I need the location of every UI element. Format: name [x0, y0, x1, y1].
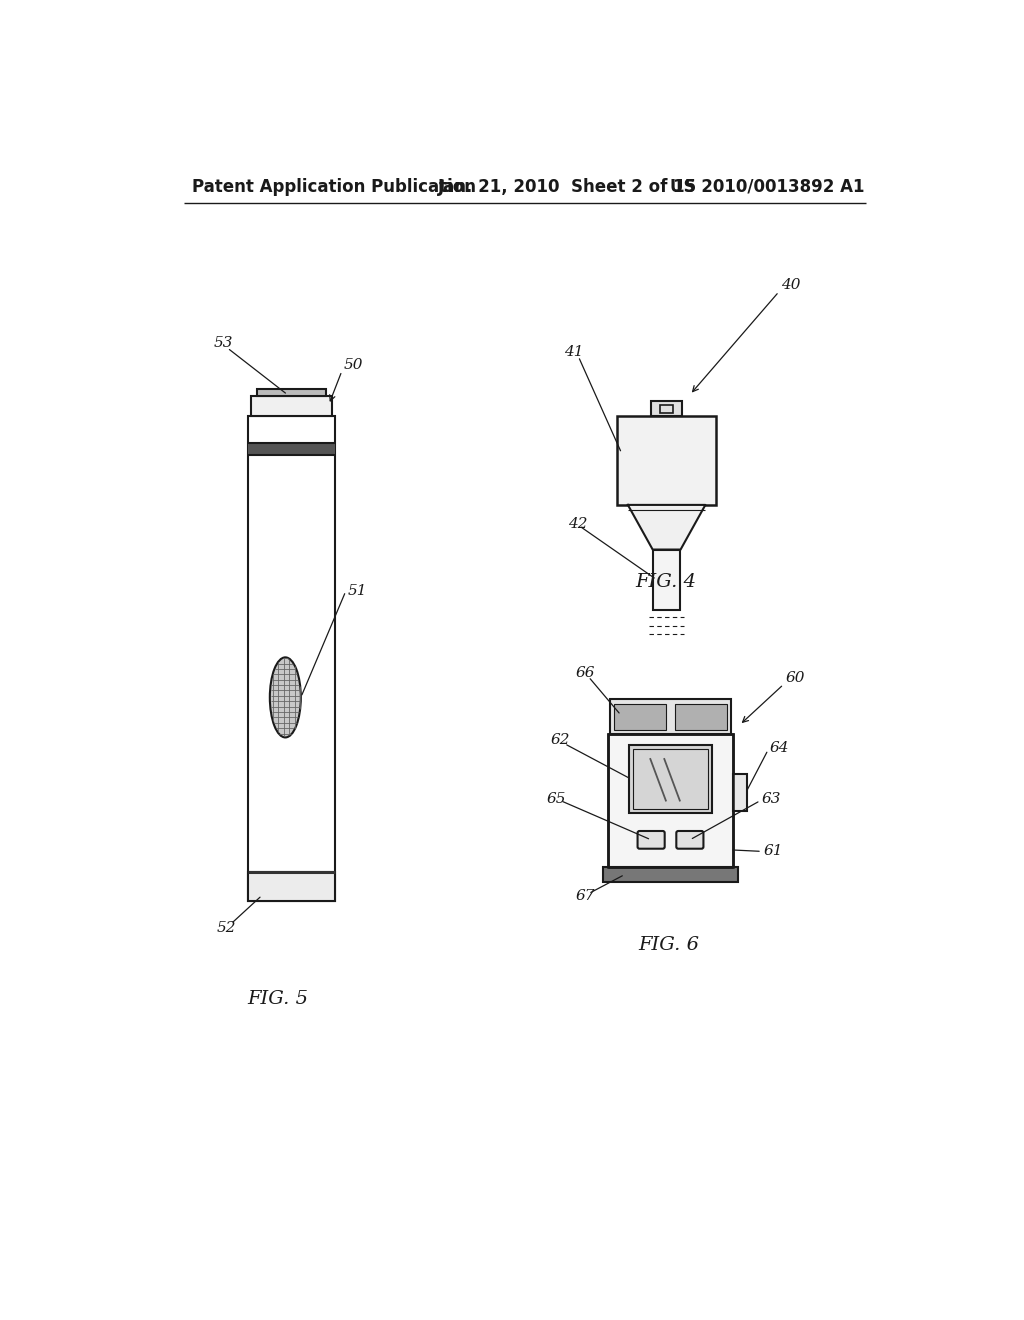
Polygon shape	[628, 506, 706, 549]
Text: FIG. 6: FIG. 6	[638, 936, 699, 954]
Bar	[251, 396, 332, 416]
Text: 42: 42	[568, 517, 588, 531]
Bar	[617, 416, 716, 506]
Bar	[257, 388, 326, 396]
Bar	[607, 734, 733, 867]
Bar	[607, 734, 733, 867]
Bar	[629, 744, 713, 813]
Text: US 2010/0013892 A1: US 2010/0013892 A1	[671, 178, 865, 195]
Bar	[248, 416, 335, 902]
Bar	[248, 442, 335, 455]
Bar	[653, 549, 680, 610]
Bar	[248, 416, 335, 902]
Bar	[610, 700, 731, 734]
Text: 63: 63	[762, 792, 781, 807]
FancyBboxPatch shape	[676, 832, 703, 849]
Text: Jan. 21, 2010  Sheet 2 of 15: Jan. 21, 2010 Sheet 2 of 15	[438, 178, 697, 195]
Text: 67: 67	[575, 890, 595, 903]
Text: 64: 64	[770, 742, 790, 755]
Text: FIG. 5: FIG. 5	[247, 990, 308, 1008]
Bar	[651, 401, 682, 416]
Bar	[614, 704, 666, 730]
Bar	[617, 416, 716, 506]
Bar	[610, 700, 731, 734]
Bar	[607, 734, 733, 867]
Bar	[733, 775, 748, 812]
Bar	[651, 401, 682, 416]
Bar	[603, 867, 738, 882]
Bar	[633, 748, 709, 809]
FancyBboxPatch shape	[638, 832, 665, 849]
Text: 62: 62	[550, 733, 570, 747]
Bar	[603, 867, 738, 882]
Bar	[614, 704, 666, 730]
Text: 52: 52	[217, 921, 237, 936]
Bar	[733, 775, 748, 812]
Bar	[675, 704, 727, 730]
Text: Patent Application Publication: Patent Application Publication	[191, 178, 475, 195]
Text: 53: 53	[213, 337, 232, 350]
Text: FIG. 4: FIG. 4	[636, 573, 696, 591]
Bar	[629, 744, 713, 813]
Bar	[653, 549, 680, 610]
Bar	[251, 396, 332, 416]
Bar	[248, 873, 335, 902]
Text: 40: 40	[780, 279, 800, 293]
Text: 61: 61	[764, 845, 783, 858]
Bar	[660, 405, 673, 413]
Text: 41: 41	[564, 346, 584, 359]
Text: 65: 65	[547, 792, 566, 807]
Text: 50: 50	[343, 358, 362, 372]
Bar	[257, 388, 326, 396]
Text: 60: 60	[785, 671, 805, 685]
Text: 66: 66	[575, 665, 595, 680]
Text: 51: 51	[347, 585, 367, 598]
Bar	[248, 873, 335, 902]
Ellipse shape	[270, 657, 301, 738]
Bar	[675, 704, 727, 730]
